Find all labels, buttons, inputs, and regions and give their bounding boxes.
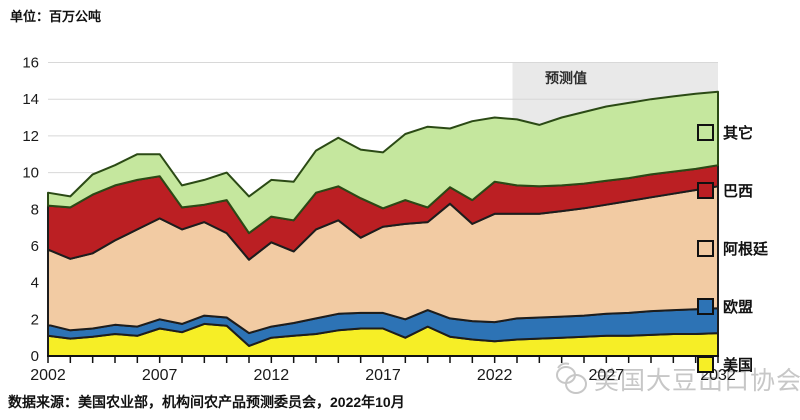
series-area-其它 (47, 90, 719, 235)
legend-swatch-其它 (697, 124, 714, 141)
x-tick-label-2012: 2012 (254, 367, 290, 384)
y-tick-label-8: 8 (31, 201, 39, 218)
y-tick-label-0: 0 (31, 348, 39, 365)
legend-label-欧盟: 欧盟 (723, 299, 754, 316)
y-tick-label-2: 2 (31, 311, 39, 328)
legend-label-美国: 美国 (723, 357, 754, 374)
y-tick-label-4: 4 (31, 275, 39, 292)
legend-swatch-阿根廷 (697, 240, 714, 257)
y-tick-label-12: 12 (22, 128, 39, 145)
legend-item-巴西: 巴西 (697, 180, 768, 201)
legend-swatch-巴西 (697, 182, 714, 199)
legend-label-阿根廷: 阿根廷 (723, 241, 769, 258)
y-tick-label-16: 16 (22, 55, 39, 72)
legend: 其它巴西阿根廷欧盟美国 (697, 122, 768, 375)
y-tick-label-14: 14 (22, 91, 39, 108)
y-tick-label-6: 6 (31, 238, 39, 255)
y-tick-label-10: 10 (22, 165, 39, 182)
legend-label-其它: 其它 (723, 125, 754, 142)
legend-item-其它: 其它 (697, 122, 768, 143)
legend-swatch-欧盟 (697, 298, 714, 315)
legend-swatch-美国 (697, 356, 714, 373)
legend-item-阿根廷: 阿根廷 (697, 238, 768, 259)
x-tick-label-2007: 2007 (142, 367, 178, 384)
forecast-label: 预测值 (545, 70, 587, 86)
legend-item-美国: 美国 (697, 354, 768, 375)
x-tick-label-2002: 2002 (30, 367, 66, 384)
x-tick-label-2022: 2022 (477, 367, 513, 384)
source-line: 数据来源：美国农业部，机构间农产品预测委员会，2022年10月 (8, 394, 405, 410)
legend-label-巴西: 巴西 (723, 183, 754, 200)
unit-label: 单位：百万公吨 (10, 9, 102, 24)
x-tick-label-2017: 2017 (365, 367, 401, 384)
x-tick-label-2027: 2027 (589, 367, 625, 384)
legend-item-欧盟: 欧盟 (697, 296, 768, 317)
